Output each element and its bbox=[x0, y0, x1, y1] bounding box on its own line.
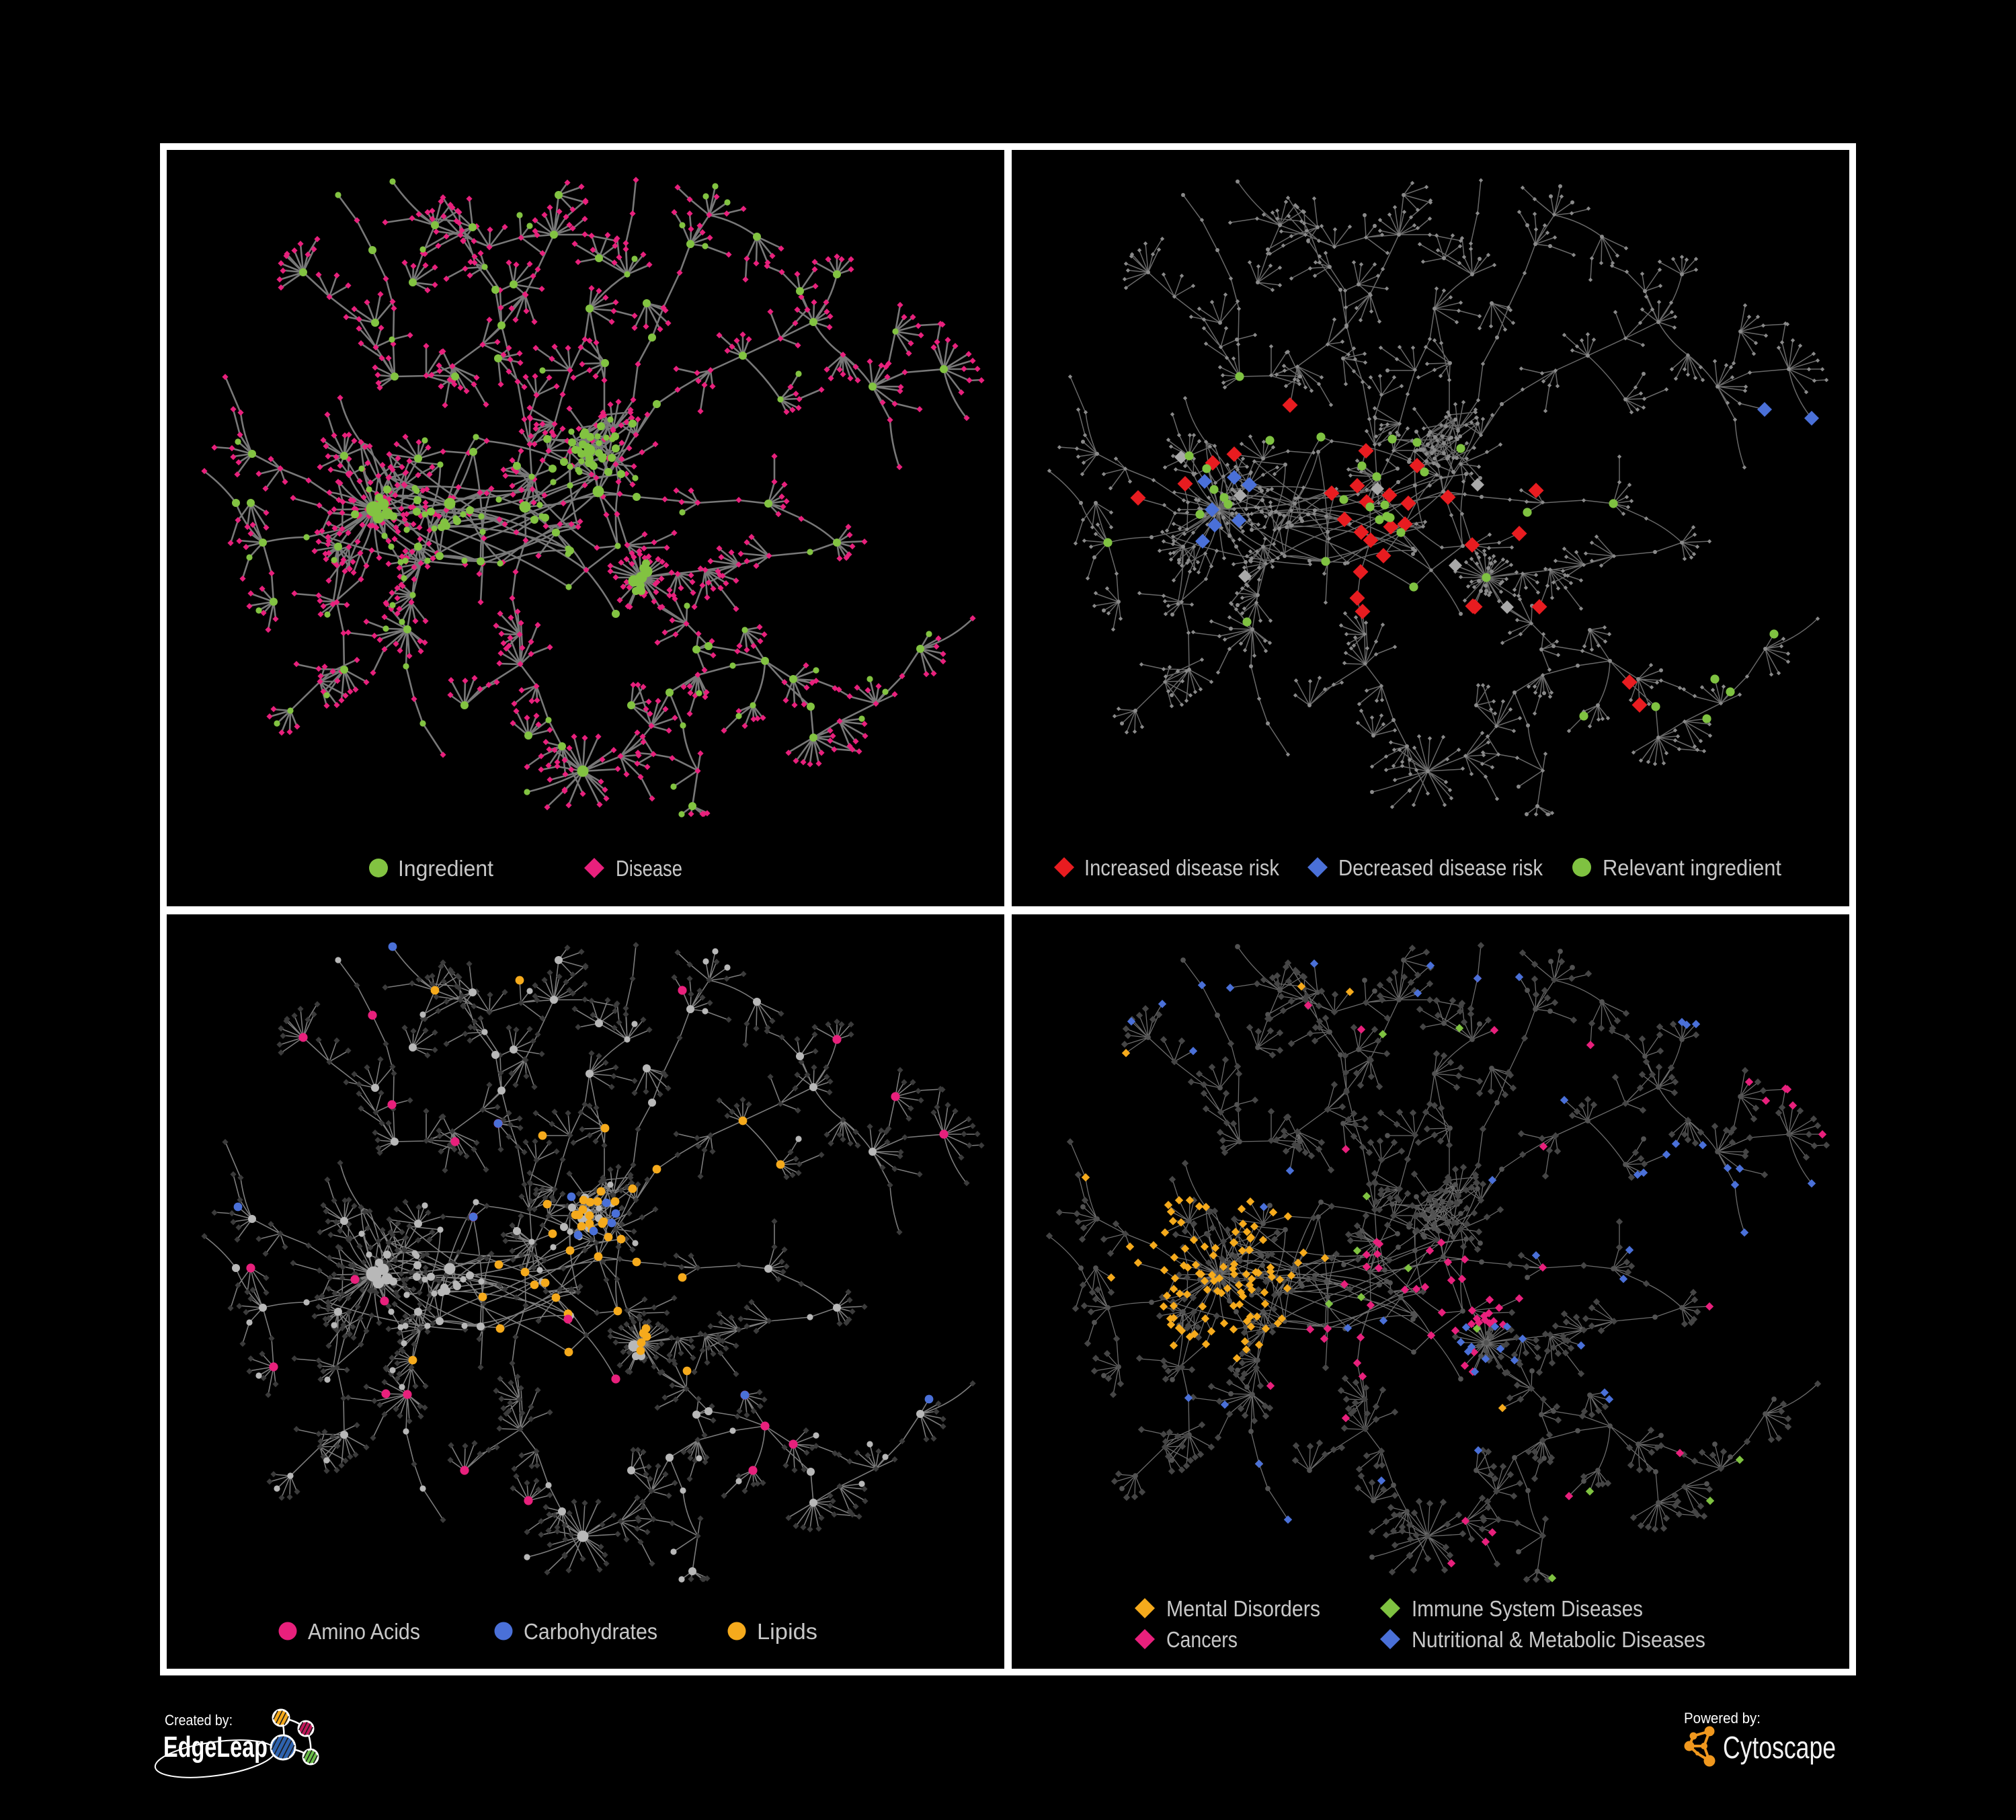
svg-text:Decreased disease risk: Decreased disease risk bbox=[1338, 855, 1543, 880]
svg-text:Increased disease risk: Increased disease risk bbox=[1084, 855, 1279, 880]
svg-text:Disease: Disease bbox=[616, 856, 682, 881]
svg-text:EdgeLeap: EdgeLeap bbox=[163, 1731, 268, 1764]
svg-text:Carbohydrates: Carbohydrates bbox=[524, 1619, 657, 1644]
svg-text:Relevant ingredient: Relevant ingredient bbox=[1603, 855, 1781, 880]
svg-text:Powered by:: Powered by: bbox=[1684, 1710, 1761, 1727]
svg-text:Amino Acids: Amino Acids bbox=[308, 1619, 420, 1644]
svg-text:Ingredient: Ingredient bbox=[398, 856, 493, 881]
svg-text:Nutritional & Metabolic Diseas: Nutritional & Metabolic Diseases bbox=[1412, 1627, 1705, 1652]
svg-text:Immune System Diseases: Immune System Diseases bbox=[1412, 1596, 1643, 1621]
svg-text:Lipids: Lipids bbox=[757, 1619, 817, 1644]
svg-text:Cancers: Cancers bbox=[1166, 1627, 1238, 1652]
svg-text:Created by:: Created by: bbox=[165, 1712, 233, 1729]
svg-text:Mental Disorders: Mental Disorders bbox=[1166, 1596, 1320, 1621]
svg-text:Cytoscape: Cytoscape bbox=[1723, 1730, 1836, 1765]
